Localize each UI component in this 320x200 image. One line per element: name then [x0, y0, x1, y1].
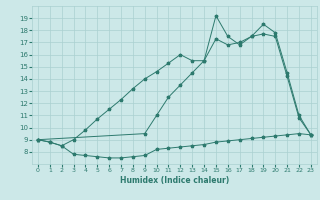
X-axis label: Humidex (Indice chaleur): Humidex (Indice chaleur) [120, 176, 229, 185]
